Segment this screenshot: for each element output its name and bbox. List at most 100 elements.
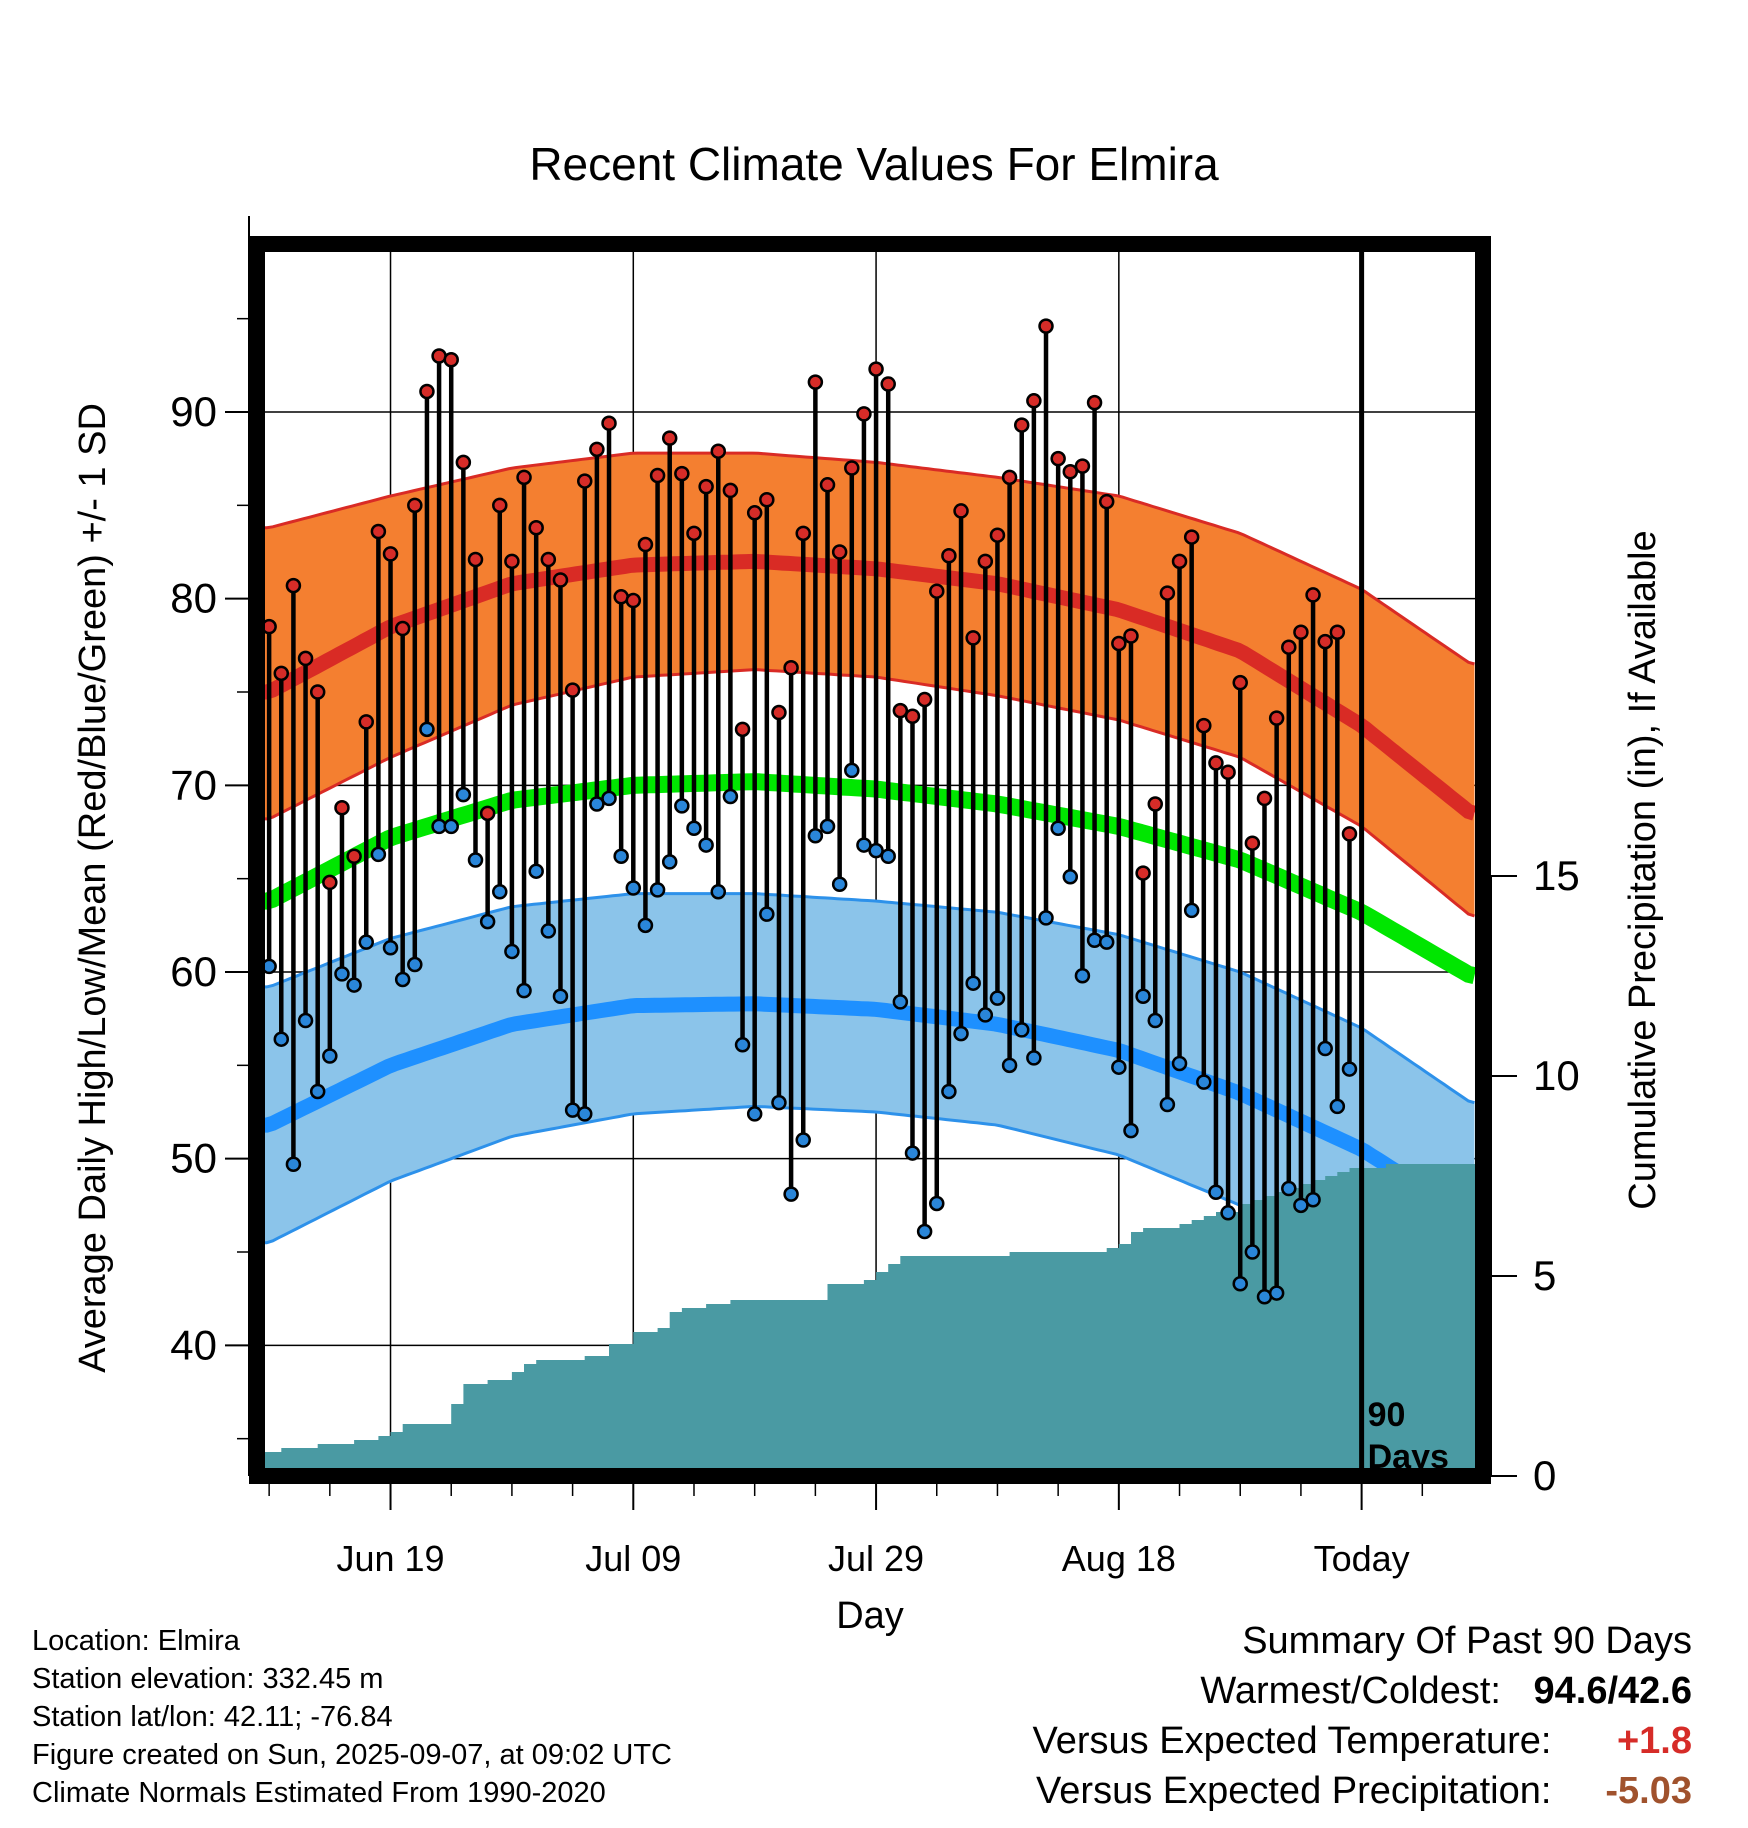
axes: Jun 19 Jul 09 Jul 29 Aug 18 Today40506070809… [170,216,1580,1579]
daily-high-point [844,460,860,476]
daily-high-point [759,491,775,508]
daily-high-point [1026,393,1042,409]
x-tick-label: Jul 29 [828,1538,924,1579]
daily-high-point [1135,865,1151,881]
daily-low-point [661,854,678,870]
daily-low-point [285,1156,302,1173]
y-tick-label: 90 [170,388,217,435]
daily-high-point [661,430,678,446]
daily-high-point [1281,639,1297,655]
daily-high-point [589,441,605,458]
daily-high-point [552,572,569,588]
daily-high-point [419,383,435,400]
daily-low-point [309,1083,326,1100]
daily-high-point [576,473,593,489]
x-tick-label: Today [1314,1538,1410,1579]
daily-low-point [771,1094,787,1111]
daily-low-point [358,934,374,950]
plot-frame [249,236,1491,1484]
daily-high-point [637,536,654,553]
daily-high-point [1329,624,1346,641]
daily-high-point [1038,318,1054,334]
warm-cold-value: 94.6/42.6 [1533,1670,1692,1712]
daily-high-point [698,478,714,495]
daily-high-point [516,469,532,486]
daily-low-point [710,883,727,900]
daily-high-point [407,497,423,514]
info-location: Location: Elmira [32,1625,240,1657]
x-tick-label: Aug 18 [1062,1538,1176,1579]
mean-normal-line [260,773,1477,984]
precip-value: -5.03 [1605,1770,1692,1812]
daily-high-point [1123,628,1139,644]
daily-low-point [479,913,496,930]
daily-high-point [941,547,957,564]
low-normal-line [260,996,1477,1226]
daily-low-point [868,842,884,859]
daily-low-point [467,852,484,868]
daily-low-point [1183,902,1200,919]
daily-high-point [346,848,362,865]
daily-high-point [1196,717,1212,734]
daily-high-point [564,682,581,698]
daily-high-point [1013,417,1030,433]
daily-high-point [1050,450,1066,467]
daily-high-point [1001,469,1018,486]
low-upper-edge [260,892,1475,1105]
daily-high-point [455,454,472,471]
daily-low-point [1220,1205,1236,1221]
y-tick-label: 60 [170,948,217,995]
info-elevation: Station elevation: 332.45 m [32,1663,384,1695]
daily-high-point [686,525,702,542]
daily-high-point [916,691,933,708]
daily-low-point [941,1083,957,1100]
daily-low-point [1147,1012,1164,1029]
daily-high-point [953,503,969,519]
daily-low-point [601,790,617,807]
daily-low-point [540,923,557,939]
daily-high-point [297,650,314,667]
daily-high-point [394,620,411,637]
daily-low-point [504,943,520,960]
daily-high-point [880,376,896,392]
daily-low-point [783,1186,799,1202]
info-normals: Climate Normals Estimated From 1990-2020 [32,1777,606,1809]
x-axis-label: Day [836,1595,904,1637]
daily-low-point [831,876,848,893]
daily-high-point [467,551,484,568]
daily-low-point [516,982,532,999]
daily-low-point [1159,1096,1176,1113]
daily-high-point [904,708,921,725]
temp-label: Versus Expected Temperature: [1032,1720,1552,1762]
daily-low-point [856,837,872,853]
daily-high-point [674,465,690,482]
daily-low-point [346,977,362,993]
daily-high-point [734,721,751,738]
daily-low-point [1123,1122,1139,1139]
daily-high-point [1171,553,1188,570]
precip-area-fill [260,1164,1480,1476]
daily-low-point [844,762,860,779]
daily-high-point [710,443,727,459]
y2-tick-label: 10 [1533,1052,1580,1099]
warm-cold-label: Warmest/Coldest: [1200,1670,1501,1712]
daily-low-point [989,990,1006,1006]
daily-high-point [601,415,617,431]
daily-low-point [965,975,981,991]
daily-high-point [989,527,1006,543]
y-tick-label: 40 [170,1321,217,1368]
daily-high-point [1159,585,1176,601]
daily-high-point [795,525,811,542]
daily-low-point [1268,1285,1285,1301]
y-tick-label: 80 [170,575,217,622]
daily-high-point [831,544,848,560]
daily-low-point [625,880,642,896]
daily-high-point [819,477,836,493]
daily-low-point [807,827,824,844]
daily-high-point [649,467,666,484]
daily-low-point [880,848,896,865]
daily-low-point [1171,1055,1188,1072]
daily-high-point [807,374,824,390]
daily-low-point [528,863,544,879]
